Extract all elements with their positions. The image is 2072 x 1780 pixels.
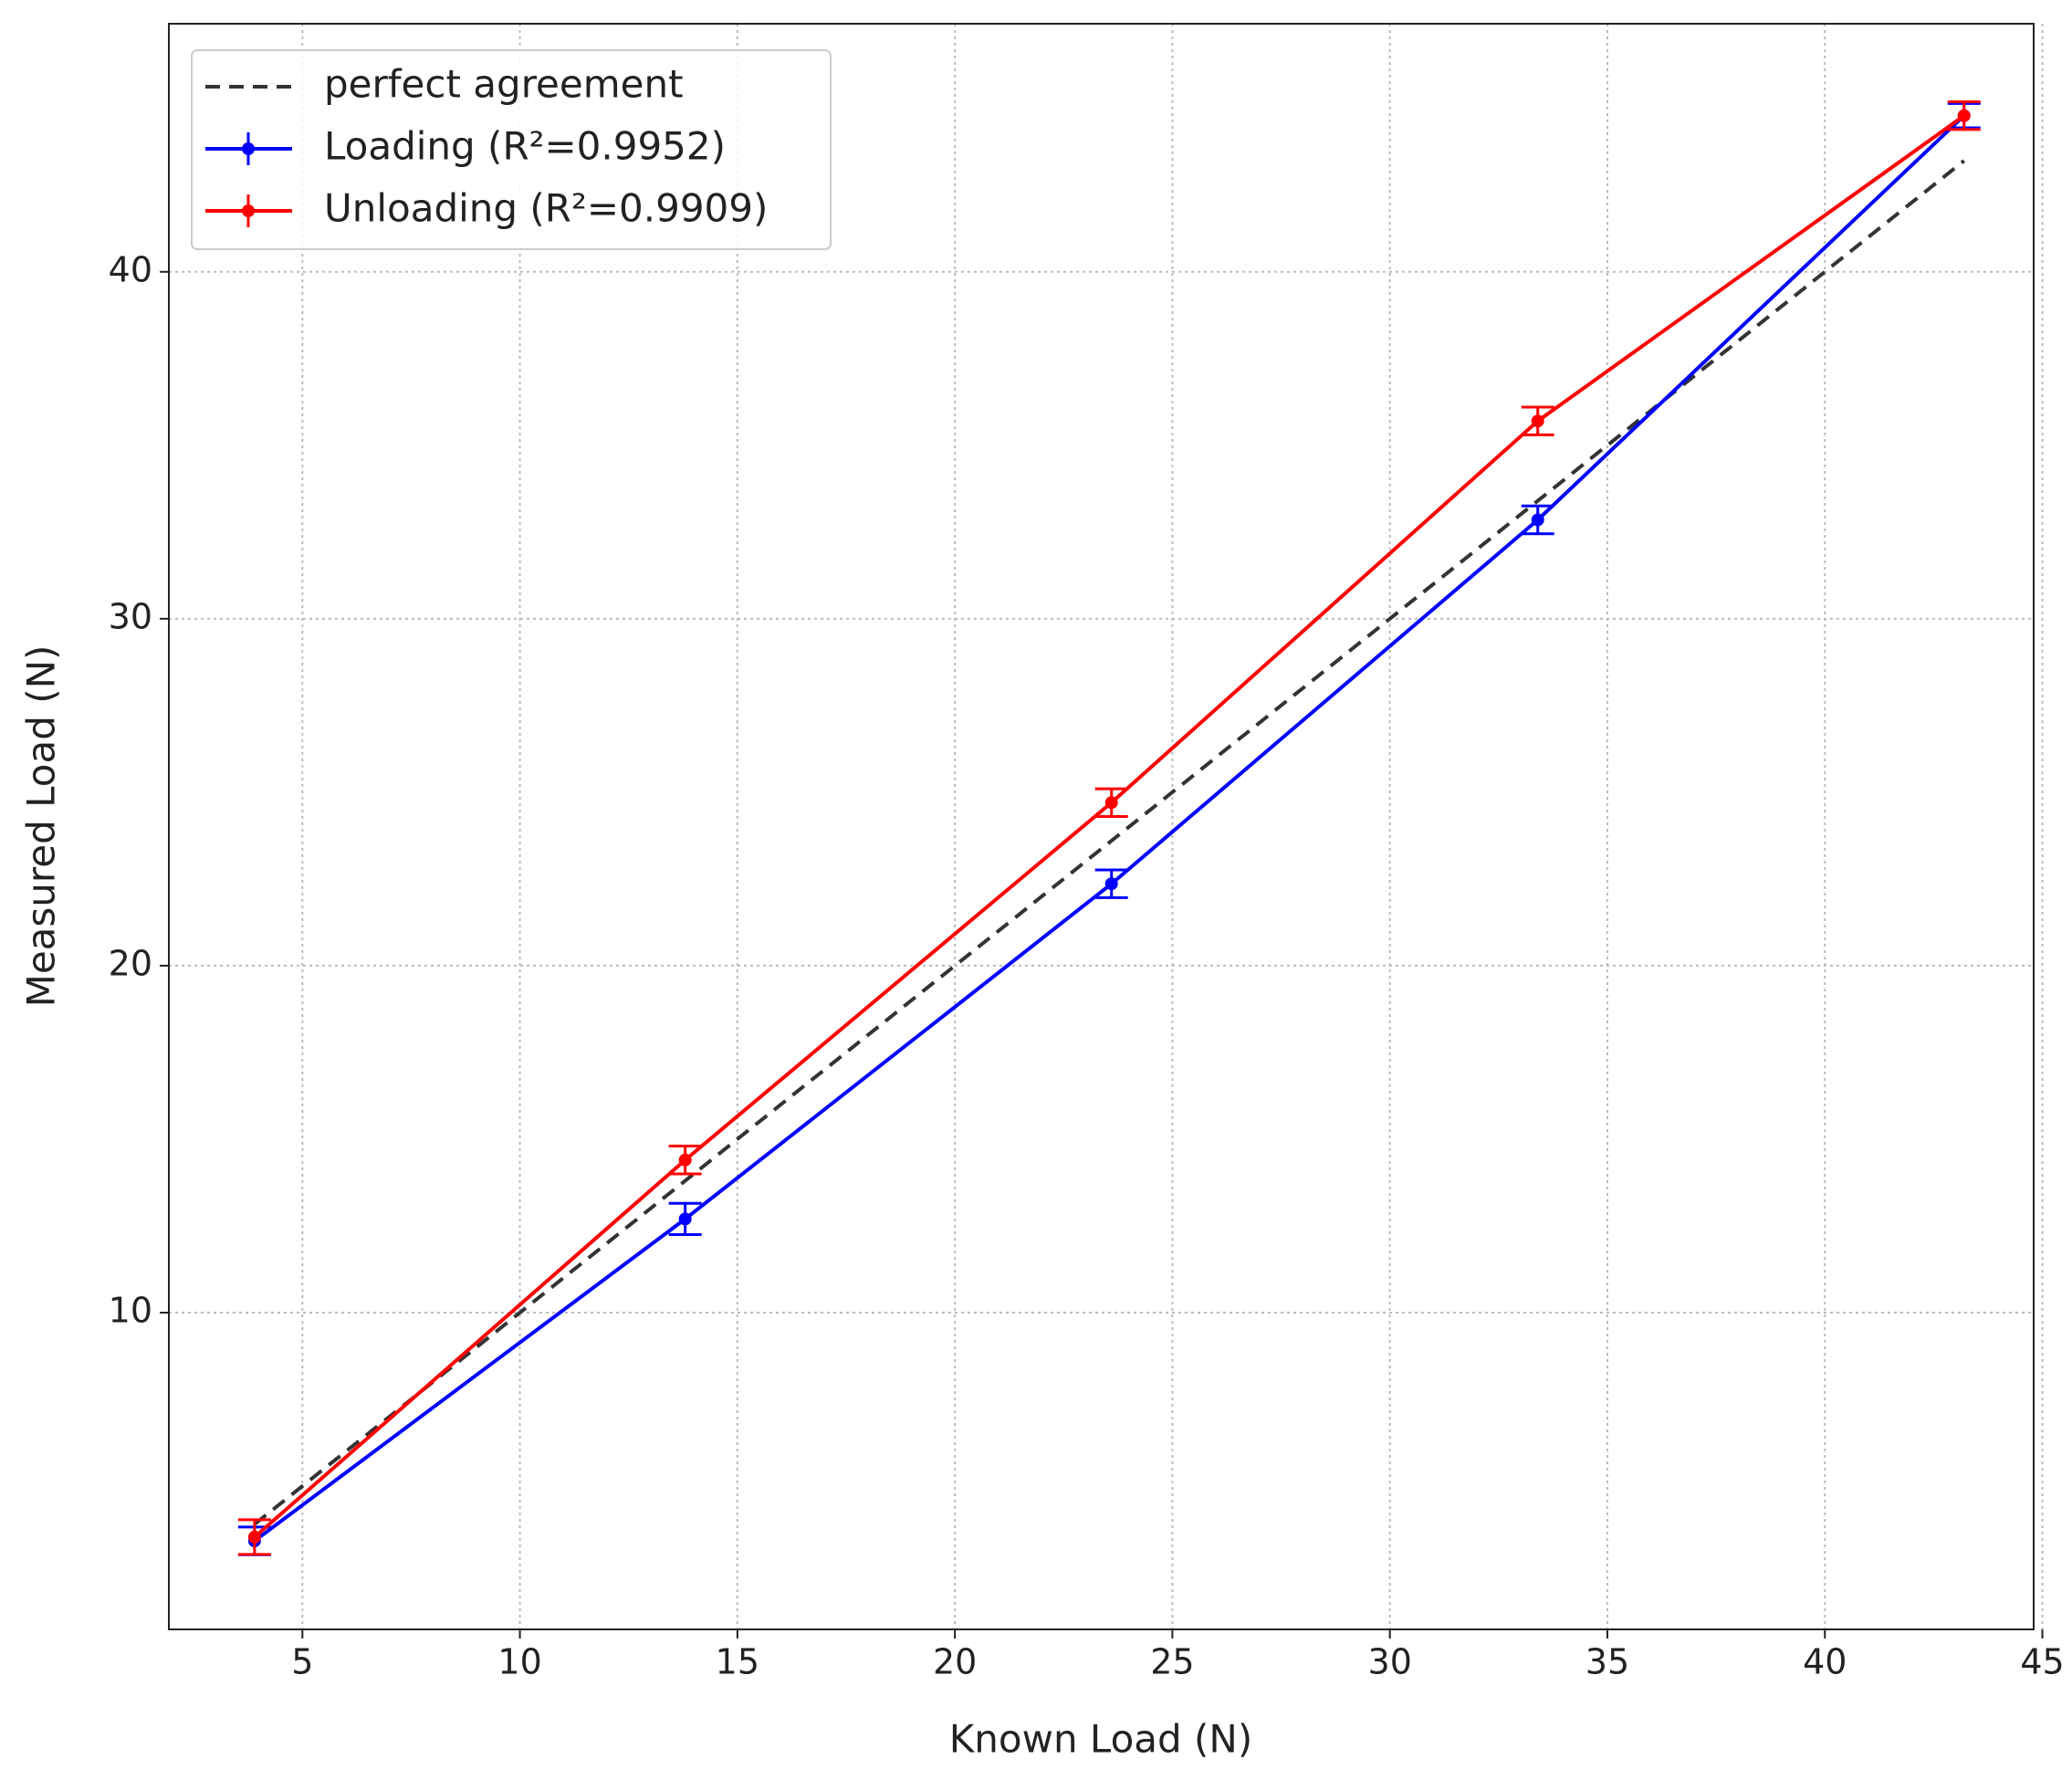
legend-box: [191, 49, 832, 250]
x-tick-label: 45: [2020, 1642, 2064, 1682]
legend-label: Unloading (R²=0.9909): [324, 186, 768, 231]
x-tick-label: 25: [1150, 1642, 1194, 1682]
legend-label: perfect agreement: [324, 62, 684, 107]
series-line: [253, 114, 1965, 1539]
y-tick-label: 40: [109, 249, 152, 289]
point: [1531, 513, 1544, 527]
plot-frame: [168, 23, 2035, 1630]
point: [678, 1153, 692, 1167]
x-tick-label: 20: [933, 1642, 977, 1682]
x-tick-label: 15: [716, 1642, 759, 1682]
point: [678, 1212, 692, 1226]
x-axis-label: Known Load (N): [949, 1717, 1252, 1762]
y-tick-label: 20: [109, 943, 152, 983]
x-tick-label: 35: [1585, 1642, 1629, 1682]
legend-label: Loading (R²=0.9952): [324, 124, 726, 169]
x-tick-label: 5: [291, 1642, 313, 1682]
legend-swatch: [242, 204, 255, 217]
series-line: [253, 159, 1965, 1526]
point: [1957, 109, 1971, 122]
x-tick-label: 10: [497, 1642, 541, 1682]
series-line: [253, 114, 1966, 1543]
legend-swatch: [242, 142, 255, 155]
x-tick-label: 40: [1803, 1642, 1847, 1682]
y-tick-label: 30: [109, 596, 152, 636]
point: [1104, 796, 1118, 810]
point: [1531, 414, 1544, 428]
point: [247, 1530, 261, 1544]
y-axis-label: Measured Load (N): [19, 645, 64, 1008]
point: [1104, 877, 1118, 891]
y-tick-label: 10: [109, 1290, 152, 1330]
x-tick-label: 30: [1368, 1642, 1412, 1682]
